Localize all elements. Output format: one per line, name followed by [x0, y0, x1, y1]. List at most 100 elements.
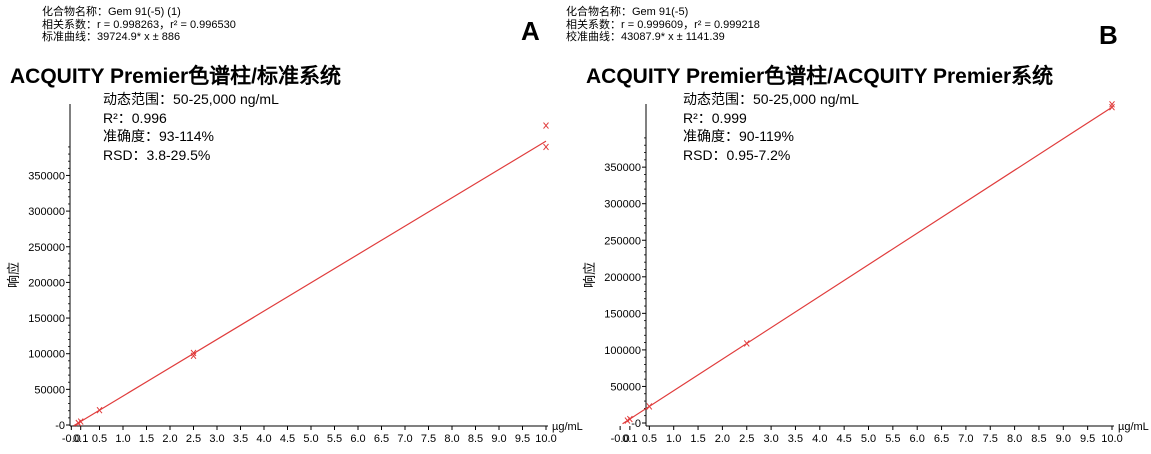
x-tick-label: 4.5 — [280, 433, 295, 445]
data-point — [1109, 100, 1115, 108]
data-point — [646, 403, 653, 410]
calibration-fit-line — [622, 106, 1113, 425]
data-point — [743, 340, 750, 347]
x-tick-label: 1.0 — [115, 433, 130, 445]
stat-r-squared: R²：0.996 — [103, 109, 167, 126]
x-tick-label: 6.0 — [910, 433, 925, 445]
x-tick-label: 3.0 — [763, 433, 778, 445]
chart-panel-a: 化合物名称：Gem 91(-5) (1) 相关系数：r = 0.998263，r… — [0, 0, 583, 454]
curve-equation: 校准曲线：43087.9* x ± 1141.39 — [566, 31, 725, 43]
calibration-fit-line — [73, 140, 547, 427]
y-tick-label: 250000 — [604, 235, 641, 247]
x-tick-label: 3.5 — [788, 433, 803, 445]
chart-title: ACQUITY Premier色谱柱/ACQUITY Premier系统 — [586, 65, 1054, 88]
y-tick-label: 100000 — [28, 349, 65, 361]
stat-dynamic-range: 动态范围：50-25,000 ng/mL — [683, 91, 859, 107]
x-tick-label: 3.5 — [233, 433, 248, 445]
x-tick-label: 6.0 — [350, 433, 365, 445]
x-axis-label: µg/mL — [1118, 421, 1149, 433]
stat-rsd: RSD：3.8-29.5% — [103, 146, 211, 163]
x-tick-label: 4.0 — [256, 433, 271, 445]
x-tick-label: 2.5 — [739, 433, 754, 445]
x-tick-label: 2.0 — [715, 433, 730, 445]
stat-accuracy: 准确度：93-114% — [103, 128, 215, 144]
compound-info: 化合物名称：Gem 91(-5) (1) 相关系数：r = 0.998263，r… — [42, 6, 236, 44]
y-tick-label: 300000 — [604, 199, 641, 211]
x-tick-label: 10.0 — [1101, 433, 1122, 445]
x-tick-label: 9.0 — [491, 433, 506, 445]
x-tick-label: 7.5 — [421, 433, 436, 445]
x-tick-label: 4.0 — [812, 433, 827, 445]
x-tick-label: 1.0 — [666, 433, 681, 445]
x-tick-label: 5.0 — [861, 433, 876, 445]
correlation-coefficient: 相关系数：r = 0.998263，r² = 0.996530 — [42, 18, 236, 31]
y-axis-label: 响应 — [6, 262, 21, 288]
x-tick-label: 2.0 — [162, 433, 177, 445]
x-tick-label: 8.0 — [444, 433, 459, 445]
x-tick-label: 9.0 — [1056, 433, 1071, 445]
y-tick-label: 350000 — [28, 170, 65, 182]
y-tick-label: -0 — [55, 420, 65, 432]
x-tick-label: 6.5 — [934, 433, 949, 445]
x-tick-label: 9.5 — [515, 433, 530, 445]
x-tick-label: 0.5 — [92, 433, 107, 445]
x-tick-label: 4.5 — [837, 433, 852, 445]
panel-label: A — [521, 16, 540, 46]
compound-name: 化合物名称：Gem 91(-5) — [566, 6, 689, 18]
y-tick-label: 50000 — [34, 384, 65, 396]
x-tick-label: 7.0 — [958, 433, 973, 445]
x-tick-label: 3.0 — [209, 433, 224, 445]
y-tick-label: 100000 — [604, 345, 641, 357]
panel-label: B — [1099, 20, 1118, 50]
curve-equation: 标准曲线：39724.9* x ± 886 — [42, 31, 181, 43]
data-point — [190, 352, 197, 360]
stats-block: 动态范围：50-25,000 ng/mL R²：0.996 准确度：93-114… — [103, 90, 279, 164]
x-tick-label: 8.5 — [1031, 433, 1046, 445]
compound-name: 化合物名称：Gem 91(-5) (1) — [42, 6, 181, 18]
x-tick-label: 1.5 — [690, 433, 705, 445]
data-point — [190, 349, 197, 357]
chart-panel-b: 化合物名称：Gem 91(-5) 相关系数：r = 0.999609，r² = … — [566, 0, 1151, 454]
compound-info: 化合物名称：Gem 91(-5) 相关系数：r = 0.999609，r² = … — [566, 6, 760, 44]
data-point — [77, 418, 84, 425]
y-tick-label: 250000 — [28, 242, 65, 254]
x-tick-label: 6.5 — [374, 433, 389, 445]
x-tick-label: 5.5 — [885, 433, 900, 445]
x-tick-label: 7.0 — [397, 433, 412, 445]
x-tick-label: 9.5 — [1080, 433, 1095, 445]
x-tick-label: 1.5 — [139, 433, 154, 445]
data-point — [96, 406, 103, 414]
y-tick-label: 350000 — [604, 162, 641, 174]
y-axis-label: 响应 — [582, 262, 597, 288]
x-tick-label: 0.5 — [642, 433, 657, 445]
data-point — [543, 143, 549, 151]
x-tick-label: 0.1 — [73, 433, 88, 445]
x-tick-label: 5.0 — [303, 433, 318, 445]
stat-rsd: RSD：0.95-7.2% — [683, 146, 791, 163]
stat-accuracy: 准确度：90-119% — [683, 128, 795, 144]
x-tick-label: 10.0 — [535, 433, 556, 445]
y-tick-label: 150000 — [28, 313, 65, 325]
data-point — [1109, 103, 1115, 111]
correlation-coefficient: 相关系数：r = 0.999609，r² = 0.999218 — [566, 18, 760, 31]
y-tick-label: 200000 — [604, 272, 641, 284]
data-point — [626, 415, 633, 423]
y-tick-label: 50000 — [610, 381, 641, 393]
x-tick-label: 2.5 — [186, 433, 201, 445]
x-tick-label: 8.5 — [468, 433, 483, 445]
y-tick-label: 200000 — [28, 277, 65, 289]
x-tick-label: 0.1 — [622, 433, 637, 445]
x-tick-label: -0.0 — [62, 433, 81, 445]
stat-dynamic-range: 动态范围：50-25,000 ng/mL — [103, 91, 279, 107]
chart-title: ACQUITY Premier色谱柱/标准系统 — [10, 65, 342, 88]
calibration-chart: -0 50000 100000 150000 200000 250000 300000 350… — [582, 100, 1149, 445]
stat-r-squared: R²：0.999 — [683, 109, 747, 126]
x-axis-label: µg/mL — [552, 421, 583, 433]
x-tick-label: 8.0 — [1007, 433, 1022, 445]
y-tick-label: 300000 — [28, 206, 65, 218]
calibration-chart: -0 50000 100000 150000 200000 250000 300000 350… — [6, 104, 583, 445]
x-tick-label: -0.0 — [611, 433, 630, 445]
y-tick-label: 150000 — [604, 308, 641, 320]
x-tick-label: 5.5 — [327, 433, 342, 445]
x-tick-label: 7.5 — [983, 433, 998, 445]
